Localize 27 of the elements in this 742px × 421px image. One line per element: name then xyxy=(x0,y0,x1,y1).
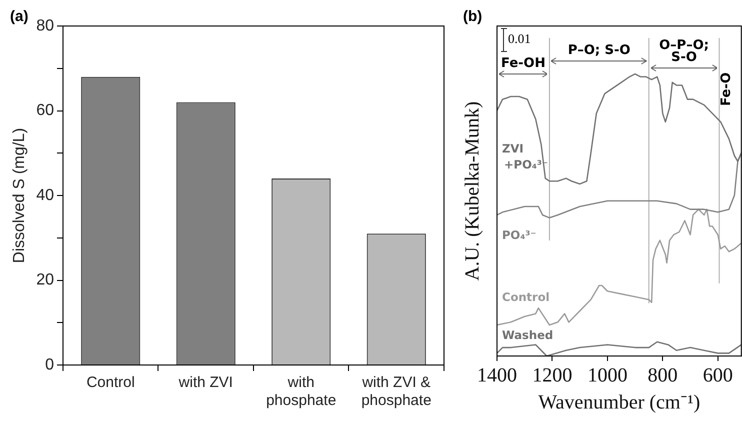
x-tick-label: 1200 xyxy=(532,364,572,386)
y-tick-label: 40 xyxy=(36,186,54,204)
x-tick-label: with ZVI xyxy=(178,374,233,392)
x-tick-label: 800 xyxy=(648,364,678,386)
series-label: PO₄³⁻ xyxy=(502,228,536,242)
y-tick-label: 80 xyxy=(36,17,54,34)
x-axis-title: Wavenumber (cm⁻¹) xyxy=(538,391,700,414)
chart-title: (a) xyxy=(10,8,28,25)
y-axis-title: A.U. (Kubelka-Munk) xyxy=(461,101,484,281)
y-tick-label: 60 xyxy=(36,102,54,120)
x-tick-label: 600 xyxy=(702,364,733,386)
text: P–O; S-O xyxy=(566,43,632,58)
x-tick-label: with ZVI & phosphate xyxy=(361,374,432,410)
text: O–P–O; S-O xyxy=(659,38,709,65)
x-tick-label: 1400 xyxy=(477,364,517,386)
series-label: Control xyxy=(502,290,550,304)
annotation: Fe-O xyxy=(719,72,734,106)
series-label: Washed xyxy=(502,328,554,342)
y-tick-label: 0 xyxy=(45,356,54,374)
y-tick-label: 20 xyxy=(36,272,54,289)
y-axis-title: Dissolved S (mg/L) xyxy=(11,128,28,264)
text: 0.01 xyxy=(508,31,531,47)
text: Fe-OH xyxy=(500,56,546,71)
chart-title: (b) xyxy=(463,8,482,25)
x-tick-label: 1000 xyxy=(587,364,628,386)
x-tick-label: Control xyxy=(86,374,135,392)
x-tick-label: with phosphate xyxy=(266,374,336,410)
